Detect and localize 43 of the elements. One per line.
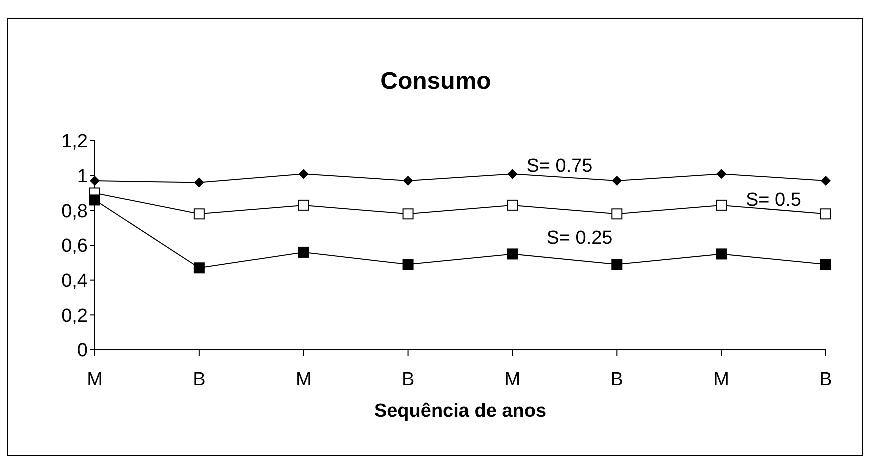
point [820, 208, 832, 220]
x-tick-label: B [402, 369, 415, 390]
y-tick-label: 0 [77, 340, 88, 362]
y-tick-label: 0,6 [62, 236, 88, 258]
x-tick-label: B [820, 369, 832, 390]
point [612, 208, 623, 220]
point [507, 248, 518, 260]
point [402, 259, 414, 270]
point [612, 259, 623, 270]
point [716, 169, 727, 180]
point [194, 208, 205, 220]
x-tick-label: M [87, 369, 103, 390]
point [298, 169, 309, 180]
y-tick-label: 0,8 [62, 201, 88, 222]
point [716, 248, 728, 260]
point [402, 208, 414, 220]
series-label: S= 0.5 [746, 190, 802, 212]
series-label: S= 0.75 [526, 156, 593, 178]
x-tick-label: B [193, 369, 206, 390]
point [821, 176, 831, 186]
x-tick-label: M [504, 369, 521, 390]
point [508, 169, 518, 180]
point [194, 262, 205, 274]
point [403, 176, 414, 186]
point [716, 200, 728, 211]
point [507, 200, 518, 211]
point [820, 259, 832, 270]
point [90, 176, 100, 186]
series-label: S= 0.25 [546, 228, 613, 250]
chart-title: Consumo [380, 68, 492, 96]
x-tick-label: M [714, 369, 730, 390]
y-tick-label: 0,2 [62, 306, 88, 327]
y-tick-label: 0,4 [62, 271, 88, 292]
x-tick-label: B [610, 369, 624, 390]
point [298, 246, 310, 258]
point [298, 200, 310, 211]
x-axis-title: Sequência de anos [374, 401, 547, 422]
y-tick-label: 1 [77, 166, 88, 188]
x-tick-label: M [296, 369, 312, 390]
point [90, 194, 100, 206]
point [194, 178, 204, 188]
point [612, 176, 622, 186]
y-tick-label: 1,2 [62, 132, 88, 153]
